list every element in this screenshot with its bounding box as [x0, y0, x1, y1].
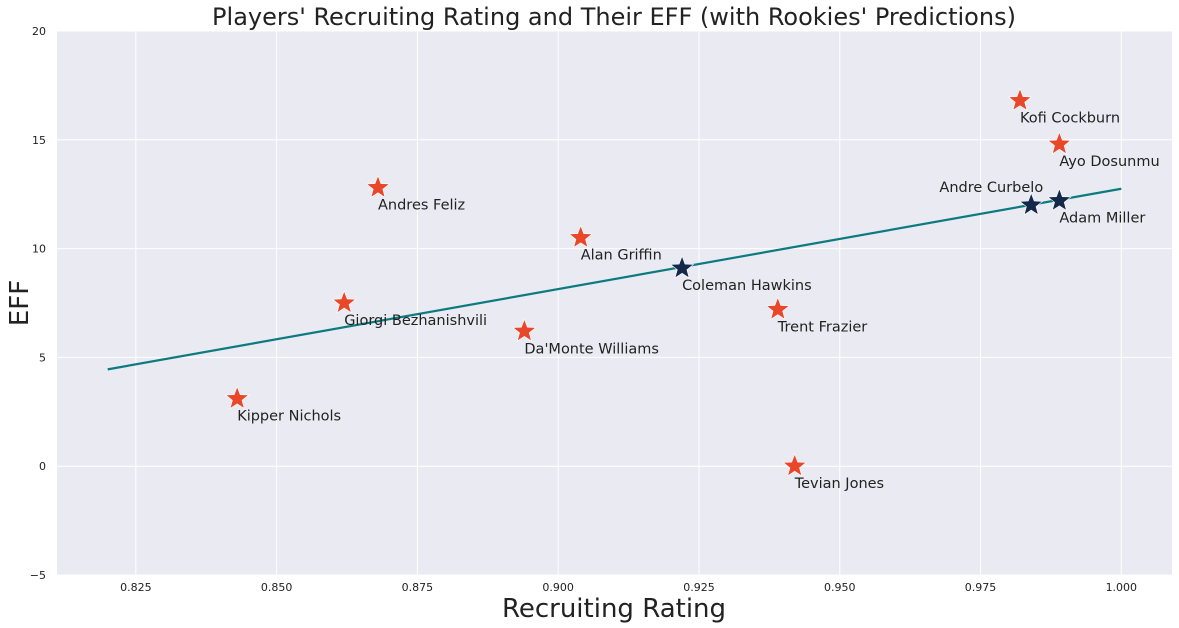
point-label-adam-miller: Adam Miller	[1059, 211, 1145, 227]
point-label-kipper-nichols: Kipper Nichols	[237, 409, 341, 425]
x-tick-label: 1.000	[1106, 581, 1138, 594]
y-tick-label: 15	[32, 134, 46, 147]
trend-line	[107, 187, 1122, 371]
star-marker-giorgi-bezhanishvili	[331, 290, 357, 314]
y-axis-label: EFF	[5, 280, 35, 326]
x-tick-label: 0.825	[120, 581, 152, 594]
point-label-alan-griffin: Alan Griffin	[581, 248, 662, 264]
star-marker-adam-miller	[1047, 187, 1072, 212]
trend-line-layer	[107, 187, 1122, 371]
y-axis-ticks: −5 0 5 10 15 20	[30, 25, 46, 582]
star-marker-alan-griffin	[568, 224, 593, 249]
star-marker-andre-curbelo	[1018, 192, 1044, 216]
point-label-trent-frazier: Trent Frazier	[777, 320, 867, 336]
point-label-da-monte-williams: Da'Monte Williams	[524, 341, 659, 357]
data-points-layer	[224, 87, 1072, 477]
y-tick-label: 0	[39, 460, 46, 473]
point-label-andres-feliz: Andres Feliz	[378, 198, 465, 214]
star-marker-kofi-cockburn	[1007, 87, 1033, 111]
point-label-coleman-hawkins: Coleman Hawkins	[682, 278, 812, 294]
x-tick-label: 0.850	[261, 581, 293, 594]
star-marker-coleman-hawkins	[669, 255, 695, 279]
point-label-kofi-cockburn: Kofi Cockburn	[1020, 111, 1120, 127]
star-marker-kipper-nichols	[224, 385, 250, 410]
plot-background	[57, 31, 1172, 575]
x-tick-label: 0.900	[542, 581, 574, 594]
chart-title: Players' Recruiting Rating and Their EFF…	[212, 3, 1016, 31]
x-axis-ticks: 0.825 0.850 0.875 0.900 0.925 0.950 0.975 1.000	[120, 581, 1137, 594]
star-marker-andres-feliz	[365, 174, 391, 199]
point-labels-layer: Kofi Cockburn Ayo Dosunmu Andres Feliz Alan…	[237, 111, 1159, 493]
x-tick-label: 0.950	[824, 581, 856, 594]
y-tick-label: 10	[32, 243, 46, 256]
star-marker-trent-frazier	[765, 296, 791, 320]
x-axis-label: Recruiting Rating	[502, 594, 726, 624]
point-label-ayo-dosunmu: Ayo Dosunmu	[1059, 154, 1159, 170]
x-tick-label: 0.975	[965, 581, 997, 594]
point-label-andre-curbelo: Andre Curbelo	[939, 180, 1043, 196]
star-marker-da-monte-williams	[512, 318, 537, 342]
star-marker-tevian-jones	[782, 453, 807, 477]
x-tick-label: 0.875	[402, 581, 434, 594]
y-tick-label: −5	[30, 569, 46, 582]
point-label-tevian-jones: Tevian Jones	[794, 476, 884, 492]
y-tick-label: 5	[39, 351, 46, 364]
point-label-giorgi-bezhanishvili: Giorgi Bezhanishvili	[344, 313, 487, 329]
x-tick-label: 0.925	[683, 581, 715, 594]
star-marker-ayo-dosunmu	[1047, 131, 1072, 155]
y-tick-label: 20	[32, 25, 46, 38]
grid-lines	[57, 30, 1172, 576]
